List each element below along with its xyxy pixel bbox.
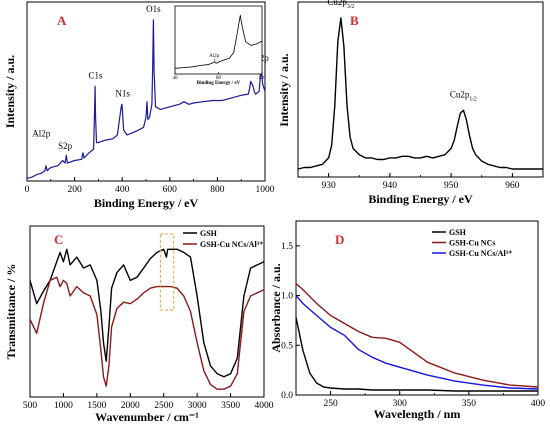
panel-c-legend-label: GSH — [200, 229, 218, 238]
panel-a-xtick-label: 0 — [25, 185, 30, 195]
panel-a-ann-n1s: N1s — [115, 89, 130, 99]
panel-d-ylabel: Absorbance / a.u. — [269, 263, 283, 352]
panel-a-inset-arrow — [213, 58, 216, 62]
panel-a-xtick-label: 800 — [210, 185, 225, 195]
panel-c-xtick-label: 3000 — [188, 401, 207, 411]
panel-d-ytick-label: 1.5 — [281, 242, 293, 252]
panel-a-ann-c1s: C1s — [89, 71, 104, 81]
panel-b-xtick-label: 930 — [322, 181, 337, 191]
panel-a-inset-tick-label: 80 — [216, 76, 222, 81]
panel-a-inset-tick-label: 120 — [258, 76, 266, 81]
panel-c-legend-label: GSH-Cu NCs/Al³⁺ — [200, 240, 263, 249]
panel-d-ytick-label: 1.0 — [281, 292, 293, 302]
panel-a-inset-xlabel: Binding Energy / eV — [197, 81, 241, 86]
panel-d-xlabel: Wavelength / nm — [374, 407, 461, 421]
panel-d-xtick-label: 300 — [393, 399, 408, 409]
panel-b-ann-cu2p32: Cu2p3/2 — [327, 0, 354, 10]
panel-a: 0 200 400 600 800 1000 Binding Energy / eV Inte… — [3, 1, 275, 210]
panel-a-letter: A — [57, 13, 67, 28]
panel-a-ylabel: Intensity / a.u. — [3, 55, 17, 128]
panel-a-inset-line — [174, 14, 263, 69]
panel-c: 500 1000 1500 2000 2500 3000 3500 4000 Wavenumbe… — [4, 225, 274, 424]
panel-d-series-2 — [295, 295, 539, 390]
panel-d: 250 300 350 400 0.0 0.5 1.0 1.5 Wavelength / nm A… — [269, 220, 546, 421]
panel-d-letter: D — [335, 232, 344, 247]
panel-a-xtick-label: 600 — [163, 185, 178, 195]
panel-d-legend-label: GSH-Cu NCs/Al³⁺ — [449, 249, 512, 258]
panel-b: 930 940 950 960 Binding Energy / eV Intensity… — [277, 0, 544, 206]
panel-b-letter: B — [350, 13, 359, 28]
panel-c-xtick-label: 2000 — [121, 401, 140, 411]
panel-d-series-1 — [295, 283, 539, 388]
panel-c-highlight-box — [159, 233, 175, 311]
panel-a-inset-ann-al2p: Al2p — [209, 54, 220, 59]
panel-c-xtick-label: 500 — [23, 401, 38, 411]
panel-b-xlabel: Binding Energy / eV — [368, 192, 473, 206]
panel-d-legend-label: GSH-Cu NCs — [449, 239, 495, 248]
panel-b-xtick-label: 960 — [505, 181, 520, 191]
panel-d-xtick-label: 350 — [462, 399, 477, 409]
panel-d-ytick-label: 0.5 — [281, 341, 293, 351]
panel-c-xtick-label: 3500 — [221, 401, 240, 411]
panel-a-inset-frame — [174, 5, 263, 75]
panel-d-legend-label: GSH — [449, 228, 467, 237]
panel-a-spectrum-line — [26, 19, 266, 179]
panel-d-series-0 — [295, 317, 538, 392]
panel-c-letter: C — [54, 232, 63, 247]
panel-b-frame — [297, 1, 544, 178]
panel-a-ann-o1s: O1s — [146, 4, 161, 14]
panel-a-ann-al2p: Al2p — [32, 128, 51, 138]
panel-b-ann-cu2p12: Cu2p1/2 — [450, 89, 477, 102]
panel-c-ylabel: Transmittance / % — [4, 264, 18, 360]
panel-a-ann-s2p: S2p — [58, 141, 73, 151]
panel-a-xtick-label: 200 — [67, 185, 82, 195]
panel-d-xtick-label: 250 — [323, 399, 338, 409]
panel-a-xlabel: Binding Energy / eV — [94, 196, 199, 210]
panel-b-spectrum-line — [297, 17, 543, 170]
panel-c-frame — [29, 225, 265, 398]
panel-d-ytick-label: 0.0 — [281, 391, 293, 401]
panel-d-frame — [295, 220, 539, 396]
panel-c-series-1 — [29, 276, 265, 390]
panel-b-xtick-label: 940 — [383, 181, 398, 191]
panel-a-xtick-label: 400 — [115, 185, 130, 195]
panel-c-legend: GSH GSH-Cu NCs/Al³⁺ — [183, 229, 263, 249]
panel-a-inset-tick-label: 40 — [173, 76, 179, 81]
panel-c-xtick-label: 1000 — [54, 401, 73, 411]
panel-c-xtick-label: 4000 — [255, 401, 274, 411]
panel-b-xtick-label: 950 — [444, 181, 459, 191]
panel-c-xtick-label: 1500 — [87, 401, 106, 411]
panel-a-xtick-label: 1000 — [256, 185, 275, 195]
panel-c-xtick-label: 2500 — [154, 401, 173, 411]
panel-c-xlabel: Wavenumber / cm⁻¹ — [95, 410, 199, 424]
panel-d-xtick-label: 400 — [531, 399, 546, 409]
panel-c-series-0 — [29, 248, 265, 378]
panel-a-inset: 40 80 120 Binding Energy / eV Al2p — [173, 5, 266, 86]
panel-b-ylabel: Intensity / a.u. — [277, 53, 291, 126]
